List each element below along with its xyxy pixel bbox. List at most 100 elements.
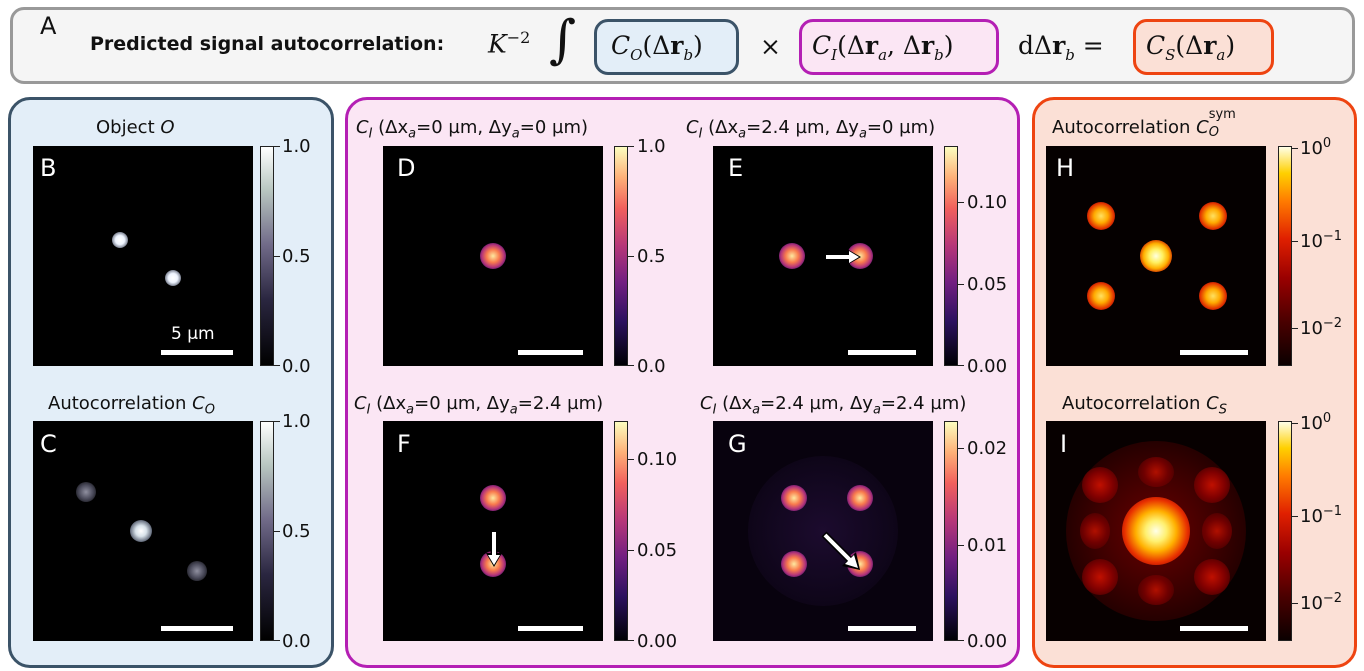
signal-autocorr-lobe-3 bbox=[1082, 559, 1118, 595]
ci-subscript: I bbox=[831, 46, 838, 64]
e-title-sub1: a bbox=[738, 126, 747, 142]
scale-bar-c bbox=[161, 626, 233, 631]
signal-autocorr-lobe-left bbox=[1080, 513, 1110, 549]
h-title-sub: O bbox=[1208, 125, 1219, 140]
e-title-part2: =2.4 µm, Δy bbox=[746, 117, 859, 138]
colorbar-h-tick-3 bbox=[1292, 328, 1298, 329]
times-sign: × bbox=[760, 32, 781, 61]
e-title-sub: I bbox=[698, 126, 703, 142]
ci-r1: r bbox=[864, 31, 879, 60]
h-tick0-exp: 0 bbox=[1322, 136, 1332, 151]
b-title-symbol: O bbox=[160, 117, 175, 138]
colorbar-i-tick-1 bbox=[1292, 423, 1298, 424]
colorbar-g-tick-3 bbox=[958, 640, 964, 641]
cs-a: a bbox=[1216, 46, 1226, 64]
f-title-sub1: a bbox=[406, 402, 415, 418]
f-title-sub2: a bbox=[509, 402, 518, 418]
g-title-part3: =2.4 µm) bbox=[880, 393, 967, 414]
autocorr-sym-peak-4 bbox=[1199, 282, 1227, 310]
h-tick1-exp: −1 bbox=[1322, 229, 1343, 244]
colorbar-g-tick-2 bbox=[958, 545, 964, 546]
colorbar-d-tick-1 bbox=[628, 146, 634, 147]
g-title-symbol: C bbox=[700, 393, 713, 414]
ci-a: a bbox=[878, 46, 888, 64]
colorbar-i-label-top: 100 bbox=[1300, 411, 1331, 434]
panel-d-title: CI (Δxa=0 µm, Δya=0 µm) bbox=[356, 117, 588, 142]
autocorr-sym-peak-2 bbox=[1199, 202, 1227, 230]
ci-peak-g-1 bbox=[781, 485, 807, 511]
colorbar-d bbox=[614, 146, 628, 366]
scale-bar-i bbox=[1180, 626, 1248, 631]
panel-letter-d: D bbox=[397, 154, 416, 182]
g-title-sub1: a bbox=[752, 402, 761, 418]
d-title-part3: =0 µm) bbox=[519, 117, 588, 138]
cs-close: ) bbox=[1225, 31, 1236, 60]
colorbar-i-tick-2 bbox=[1292, 516, 1298, 517]
i-tick0-exp: 0 bbox=[1322, 411, 1332, 426]
ci-close: ) bbox=[943, 31, 954, 60]
g-title-part1: (Δx bbox=[716, 393, 753, 414]
colorbar-b bbox=[260, 146, 274, 366]
colorbar-g bbox=[944, 421, 958, 641]
autocorr-sym-peak-1 bbox=[1087, 202, 1115, 230]
colorbar-b-label-mid: 0.5 bbox=[282, 246, 311, 267]
colorbar-g-label-bottom: 0.00 bbox=[967, 631, 1008, 652]
signal-autocorr-lobe-2 bbox=[1194, 467, 1230, 503]
d-r: r bbox=[1052, 31, 1066, 60]
colorbar-h-label-mid: 10−1 bbox=[1300, 229, 1342, 252]
autocorr-center bbox=[130, 520, 152, 542]
colorbar-h-tick-2 bbox=[1292, 241, 1298, 242]
g-title-sub2: a bbox=[872, 402, 881, 418]
c-title-text: Autocorrelation bbox=[48, 393, 193, 414]
f-title-part1: (Δx bbox=[370, 393, 407, 414]
co-close: ) bbox=[693, 31, 703, 60]
object-point-2 bbox=[165, 270, 181, 286]
colorbar-c-label-mid: 0.5 bbox=[282, 521, 311, 542]
colorbar-h-label-top: 100 bbox=[1300, 136, 1331, 159]
signal-autocorr-lobe-1 bbox=[1082, 467, 1118, 503]
panel-f-image bbox=[383, 421, 603, 641]
panel-g-title: CI (Δxa=2.4 µm, Δya=2.4 µm) bbox=[700, 393, 966, 418]
colorbar-c-label-bottom: 0.0 bbox=[282, 631, 311, 652]
colorbar-i bbox=[1278, 421, 1292, 641]
ci-b: b bbox=[934, 46, 944, 64]
h-tick2-exp: −2 bbox=[1322, 316, 1343, 331]
c-title-symbol: C bbox=[192, 393, 205, 414]
ci-arg: (Δ bbox=[837, 31, 865, 60]
colorbar-f-tick-3 bbox=[628, 640, 634, 641]
term-ci-box bbox=[799, 19, 999, 75]
colorbar-b-tick-2 bbox=[274, 256, 280, 257]
ci-peak-g-2 bbox=[847, 485, 873, 511]
signal-autocorr-lobe-right bbox=[1202, 513, 1232, 549]
colorbar-f-label-top: 0.10 bbox=[637, 449, 678, 470]
panel-h-image bbox=[1046, 146, 1266, 366]
autocorr-sym-center bbox=[1140, 240, 1172, 272]
panel-d-image bbox=[383, 146, 603, 366]
co-subscript: O bbox=[630, 46, 643, 64]
panel-letter-e: E bbox=[728, 154, 744, 182]
cs-r: r bbox=[1203, 31, 1217, 60]
h-tick2-base: 10 bbox=[1300, 318, 1323, 339]
d-eq: = bbox=[1074, 31, 1104, 60]
colorbar-d-label-mid: 0.5 bbox=[637, 246, 666, 267]
colorbar-g-label-mid: 0.01 bbox=[967, 535, 1008, 556]
colorbar-e-tick-1 bbox=[958, 202, 964, 203]
panel-letter-g: G bbox=[728, 430, 747, 458]
co-r: r bbox=[670, 31, 684, 60]
term-cs: CS(Δra) bbox=[1146, 31, 1235, 64]
co-symbol: C bbox=[611, 31, 631, 60]
arrow-diagonal-icon bbox=[821, 531, 860, 570]
d-title-symbol: C bbox=[356, 117, 369, 138]
panel-letter-f: F bbox=[397, 430, 411, 458]
i-tick1-base: 10 bbox=[1300, 506, 1323, 527]
f-title-sub: I bbox=[366, 402, 371, 418]
panel-letter-i: I bbox=[1060, 430, 1068, 458]
panel-c-image bbox=[33, 421, 253, 641]
colorbar-g-label-top: 0.02 bbox=[967, 438, 1008, 459]
colorbar-e-label-top: 0.10 bbox=[967, 192, 1008, 213]
panel-letter-a: A bbox=[40, 12, 57, 40]
f-title-symbol: C bbox=[354, 393, 367, 414]
panel-b-image: 5 µm bbox=[33, 146, 253, 366]
term-cs-box bbox=[1133, 19, 1274, 75]
scale-bar-label: 5 µm bbox=[171, 324, 215, 344]
